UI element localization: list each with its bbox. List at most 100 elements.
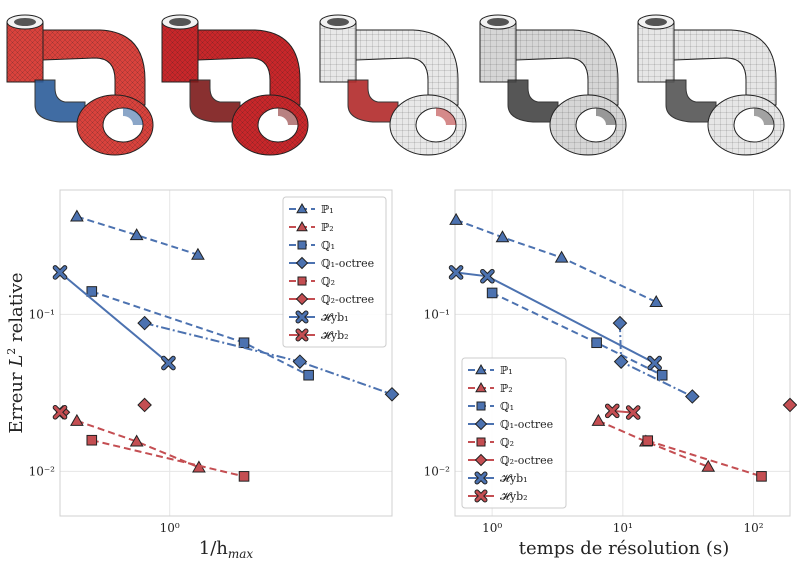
legend-marker xyxy=(474,453,488,467)
series-7 xyxy=(448,265,662,371)
x-axis-label: 1/hmax xyxy=(199,538,254,561)
data-point xyxy=(495,230,510,243)
legend-label: ℚ₂ xyxy=(321,275,335,288)
y-tick-label: 10⁻¹ xyxy=(29,307,55,321)
legend-label: ℙ₁ xyxy=(321,203,334,216)
legend-label: ℚ₂-octree xyxy=(321,293,374,306)
data-point xyxy=(70,209,84,222)
y-tick-label: 10⁻² xyxy=(29,464,56,478)
legend-label: ℚ₁ xyxy=(500,400,514,413)
legend-entry: ℚ₂-octree xyxy=(468,453,553,467)
p2-mesh-thumbnail xyxy=(161,14,309,156)
data-point xyxy=(292,354,308,369)
data-point xyxy=(486,287,498,299)
legend-marker xyxy=(297,240,307,250)
series-1 xyxy=(70,209,205,260)
data-point xyxy=(642,435,654,446)
mesh-thumbnails xyxy=(6,14,785,156)
legend-marker xyxy=(474,489,488,503)
legend-label: 𝓗yb₁ xyxy=(321,311,349,324)
legend-label: 𝓗yb₂ xyxy=(321,329,349,342)
legend-entry: ℚ₁-octree xyxy=(289,256,374,270)
series-6 xyxy=(55,397,152,420)
legend-marker xyxy=(295,328,309,342)
legend-entry: ℚ₂ xyxy=(468,436,514,449)
legend-box xyxy=(461,357,567,509)
x-tick-label: 10⁰ xyxy=(482,521,502,535)
series-7 xyxy=(52,265,176,371)
legend-entry: ℚ₁ xyxy=(468,400,514,413)
data-point xyxy=(782,397,797,413)
data-point xyxy=(86,434,98,446)
legend-marker xyxy=(296,220,308,232)
legend-label: ℚ₁ xyxy=(321,239,335,252)
chart-right: 10⁰ 10¹ 10² 10⁻² 10⁻¹ temps de résolution (s… xyxy=(424,189,797,559)
data-point xyxy=(303,369,314,381)
data-point xyxy=(649,294,664,307)
legend-marker xyxy=(475,363,487,375)
series-line xyxy=(59,271,170,364)
legend-label: ℙ₂ xyxy=(500,382,513,395)
data-point xyxy=(384,386,400,402)
x-tick-label: 10⁰ xyxy=(160,521,180,535)
data-point xyxy=(52,265,68,280)
data-point xyxy=(647,355,662,371)
data-point xyxy=(612,315,628,331)
data-point xyxy=(554,250,569,263)
data-point xyxy=(238,471,250,482)
legend-marker xyxy=(474,417,488,431)
data-point xyxy=(613,354,629,369)
series-line xyxy=(455,218,657,303)
data-point xyxy=(129,434,144,447)
data-point xyxy=(448,265,464,280)
legend-label: ℚ₂-octree xyxy=(500,454,553,467)
legend-marker xyxy=(295,292,309,306)
legend-label: ℚ₁-octree xyxy=(500,418,553,431)
legend-entry: 𝓗yb₂ xyxy=(289,328,349,342)
legend-marker xyxy=(297,276,307,286)
data-point xyxy=(591,337,602,349)
y-axis-label: Erreur L2 relative xyxy=(5,272,27,433)
chart-left: 10⁰ 10⁻² 10⁻¹ 1/hmax Erreur L2 relative ℙ₁… xyxy=(5,189,400,561)
series-line xyxy=(76,215,199,256)
plot-frame xyxy=(59,189,393,517)
series-3 xyxy=(86,286,314,381)
legend-marker xyxy=(475,381,487,393)
data-point xyxy=(701,459,716,472)
data-point xyxy=(656,369,668,381)
x-tick-label: 10² xyxy=(744,521,764,535)
series-4 xyxy=(137,315,400,402)
legend-label: ℚ₂ xyxy=(500,436,514,449)
legend-marker xyxy=(296,202,308,214)
legend-marker xyxy=(295,256,309,270)
series-line xyxy=(91,290,310,377)
data-point xyxy=(161,355,176,371)
p1-mesh-thumbnail xyxy=(6,14,154,156)
legend-marker xyxy=(476,437,486,447)
data-point xyxy=(591,413,606,426)
data-point xyxy=(86,286,98,297)
legend-box xyxy=(282,196,387,348)
data-point xyxy=(70,413,84,426)
legend-entry: ℙ₂ xyxy=(289,220,334,234)
series-5 xyxy=(86,434,250,482)
data-point xyxy=(137,397,152,413)
series-8 xyxy=(52,404,68,420)
data-point xyxy=(756,471,767,482)
legend: ℙ₁ ℙ₂ ℚ₁ ℚ₁-octree ℚ₂ ℚ₂-octree 𝓗yb₁ 𝓗yb₂ xyxy=(461,357,567,509)
legend: ℙ₁ ℙ₂ ℚ₁ ℚ₁-octree ℚ₂ ℚ₂-octree 𝓗yb₁ 𝓗yb₂ xyxy=(282,196,387,348)
series-line xyxy=(598,419,709,468)
legend-marker xyxy=(295,310,309,324)
series-1 xyxy=(449,212,664,307)
legend-label: 𝓗yb₁ xyxy=(500,472,528,485)
data-point xyxy=(449,212,463,225)
legend-label: ℙ₂ xyxy=(321,221,334,234)
legend-entry: ℙ₁ xyxy=(289,202,334,216)
hyb-mesh-thumbnail xyxy=(637,14,785,156)
q1-octree-mesh-thumbnail xyxy=(479,14,627,156)
x-tick-label: 10¹ xyxy=(613,521,633,535)
legend-marker xyxy=(476,401,486,411)
y-tick-label: 10⁻¹ xyxy=(424,307,450,321)
